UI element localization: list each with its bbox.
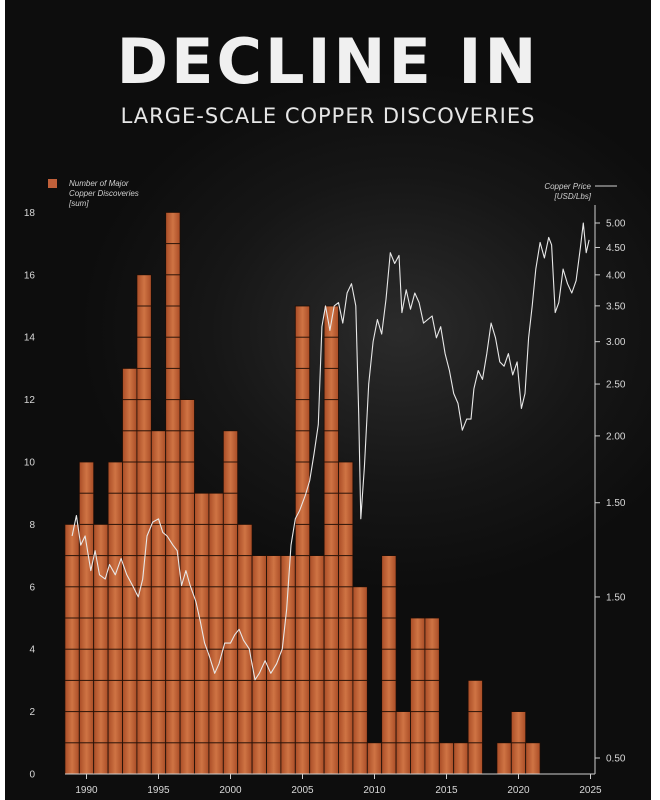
legend-left-line-3: [sum]: [68, 199, 89, 208]
right-tick-label: 2.00: [606, 431, 626, 442]
bar-1999: [208, 492, 224, 775]
left-tick-label: 16: [24, 270, 36, 281]
bar-2014: [424, 617, 440, 775]
legend-swatch: [48, 179, 57, 188]
right-tick-label: 2.50: [606, 380, 626, 391]
right-tick-label: 5.00: [606, 219, 626, 230]
x-tick-label: 2015: [435, 785, 458, 796]
x-tick-label: 2000: [219, 785, 242, 796]
axes: [65, 185, 617, 775]
x-tick-label: 1995: [147, 785, 170, 796]
chart-title: DECLINE IN: [116, 25, 540, 98]
bar-2019: [496, 742, 512, 775]
chart-canvas: 0 2 4 6 8 10 12 14 16 18 0.50 1.50 1.50 2.00 2.50 3.00…: [24, 179, 626, 796]
bar-2015: [438, 742, 455, 775]
bar-2017: [467, 680, 483, 775]
x-tick-label: 2010: [363, 785, 386, 796]
x-tick-label: 2025: [579, 785, 602, 796]
bar-2010: [366, 742, 383, 775]
bar-2006: [309, 555, 325, 775]
bar-1993: [122, 367, 138, 775]
right-tick-label: 1.50: [606, 592, 626, 603]
left-tick-label: 14: [24, 333, 36, 344]
bar-2003: [266, 555, 282, 775]
price-polyline: [71, 222, 590, 681]
left-tick-label: 4: [29, 645, 35, 656]
legend-left-line-2: Copper Discoveries: [69, 189, 139, 198]
right-tick-label: 0.50: [606, 754, 626, 765]
x-tick-label: 2020: [507, 785, 530, 796]
legend-price: Copper Price [USD/Lbs]: [544, 182, 591, 201]
bar-2005: [294, 305, 311, 775]
copper-price-line: [71, 222, 590, 681]
poster: DECLINE IN LARGE-SCALE COPPER DISCOVERIE…: [5, 0, 651, 800]
right-axis-ticks: 0.50 1.50 1.50 2.00 2.50 3.00 3.50 4.00 4.50 5.00: [595, 219, 626, 765]
legend-discoveries: Number of Major Copper Discoveries [sum]: [48, 179, 139, 208]
chart-subtitle: LARGE-SCALE COPPER DISCOVERIES: [120, 104, 536, 128]
bar-1998: [194, 492, 210, 775]
x-tick-label: 2005: [291, 785, 314, 796]
right-tick-label: 1.50: [606, 498, 626, 509]
bar-2021: [525, 742, 541, 775]
bar-2016: [453, 742, 469, 775]
right-tick-label: 3.50: [606, 301, 626, 312]
bar-2000: [222, 430, 239, 775]
left-tick-label: 12: [24, 395, 36, 406]
legend-left-line-1: Number of Major: [69, 179, 129, 188]
left-tick-label: 2: [29, 707, 35, 718]
right-tick-label: 4.50: [606, 243, 626, 254]
bar-1995: [150, 430, 167, 775]
bar-2013: [410, 617, 426, 775]
left-tick-label: 8: [29, 520, 35, 531]
bar-2002: [251, 555, 267, 775]
right-tick-label: 4.00: [606, 270, 626, 281]
left-tick-label: 6: [29, 582, 35, 593]
left-tick-label: 18: [24, 208, 36, 219]
x-axis-ticks: 1990 1995 2000 2005 2010 2015 2020 2025: [75, 774, 602, 796]
x-tick-label: 1990: [75, 785, 98, 796]
left-tick-label: 10: [24, 458, 36, 469]
left-axis-ticks: 0 2 4 6 8 10 12 14 16 18: [24, 208, 36, 781]
bar-2011: [381, 555, 397, 775]
legend-right-line-1: Copper Price: [544, 182, 591, 191]
bar-2007: [323, 305, 339, 775]
legend-right-line-2: [USD/Lbs]: [554, 192, 592, 201]
right-tick-label: 3.00: [606, 337, 626, 348]
left-tick-label: 0: [29, 770, 35, 781]
